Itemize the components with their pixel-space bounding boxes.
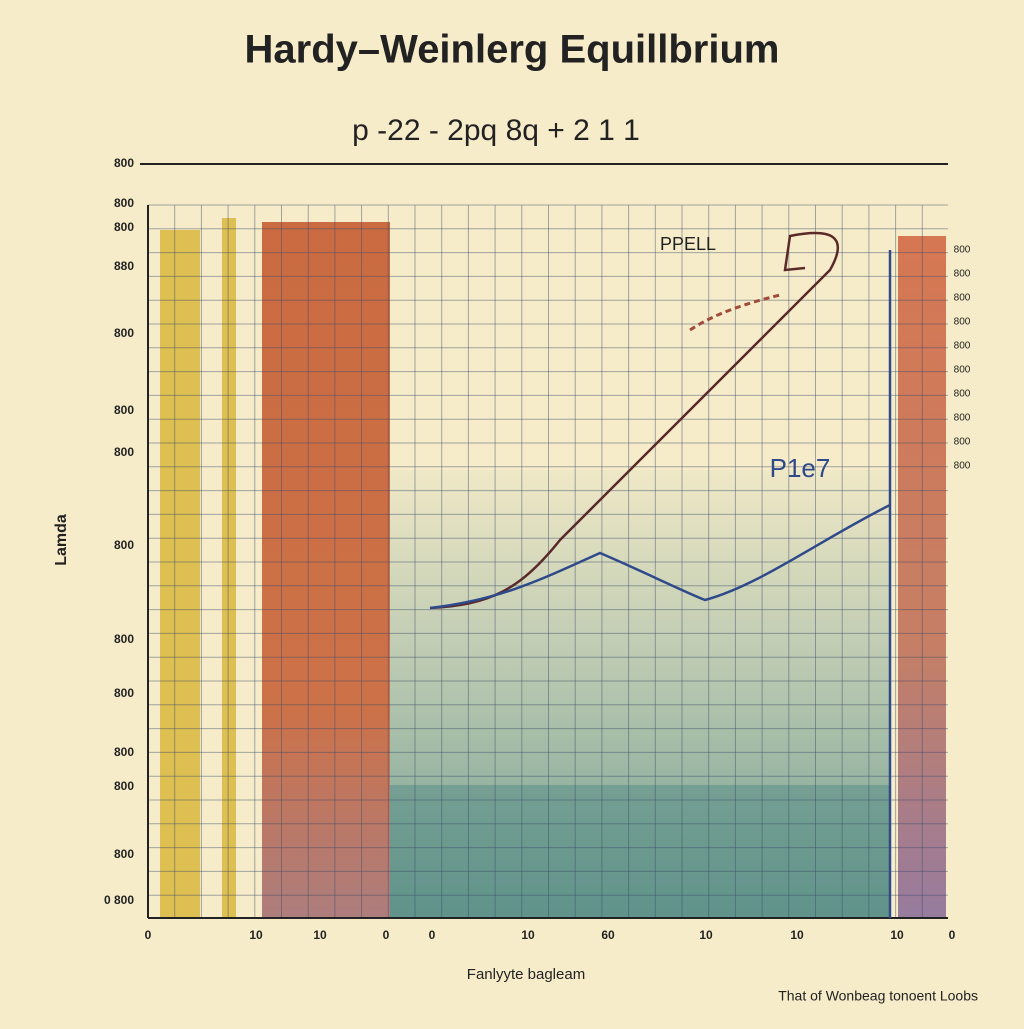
annotation: PPELL: [660, 234, 716, 254]
right-label: 800: [954, 317, 971, 328]
footnote: That of Wonbeag tonoent Loobs: [778, 988, 978, 1004]
right-label: 800: [954, 389, 971, 400]
y-tick-label: 880: [114, 259, 134, 273]
y-tick-label: 800: [114, 445, 134, 459]
right-label: 800: [954, 341, 971, 352]
plot-area: [147, 204, 948, 919]
x-tick-label: 10: [790, 928, 804, 942]
right-label: 800: [954, 245, 971, 256]
red-bar: [262, 222, 390, 918]
y-tick-label: 800: [114, 745, 134, 759]
y-tick-label: 800: [114, 847, 134, 861]
yellow-bar: [160, 230, 200, 918]
right-label: 800: [954, 461, 971, 472]
x-tick-label: 10: [521, 928, 535, 942]
y-tick-label: 800: [114, 196, 134, 210]
right-label: 800: [954, 413, 971, 424]
right-label: 800: [954, 365, 971, 376]
x-tick-label: 10: [890, 928, 904, 942]
x-tick-label: 60: [601, 928, 615, 942]
y-tick-label: 800: [114, 156, 134, 170]
y-tick-label: 800: [114, 538, 134, 552]
y-tick-label: 800: [114, 326, 134, 340]
right-label: 800: [954, 269, 971, 280]
x-axis-label: Fanlyyte bagleam: [467, 966, 585, 983]
y-tick-label: 0 800: [104, 893, 134, 907]
y-tick-label: 800: [114, 779, 134, 793]
y-tick-label: 800: [114, 403, 134, 417]
x-tick-label: 0: [429, 928, 436, 942]
y-tick-label: 800: [114, 220, 134, 234]
x-tick-label: 10: [699, 928, 713, 942]
right-bar: [898, 236, 946, 918]
annotation: P1e7: [770, 453, 831, 483]
y-axis-label: Lamda: [53, 514, 70, 566]
x-tick-label: 10: [249, 928, 263, 942]
x-tick-label: 10: [313, 928, 327, 942]
right-label: 800: [954, 293, 971, 304]
x-tick-label: 0: [145, 928, 152, 942]
title: Hardy–Weinlerg Equillbrium: [245, 28, 780, 72]
right-label: 800: [954, 437, 971, 448]
yellow-bar: [222, 218, 236, 918]
subtitle: p -22 - 2pq 8q + 2 1 1: [352, 114, 640, 147]
red-dots: [689, 293, 781, 332]
blue-curve: [429, 503, 891, 610]
y-tick-label: 800: [114, 632, 134, 646]
x-tick-label: 0: [383, 928, 390, 942]
brown-curve: [429, 231, 840, 610]
x-tick-label: 0: [949, 928, 956, 942]
teal-band: [390, 785, 890, 918]
y-tick-label: 800: [114, 686, 134, 700]
